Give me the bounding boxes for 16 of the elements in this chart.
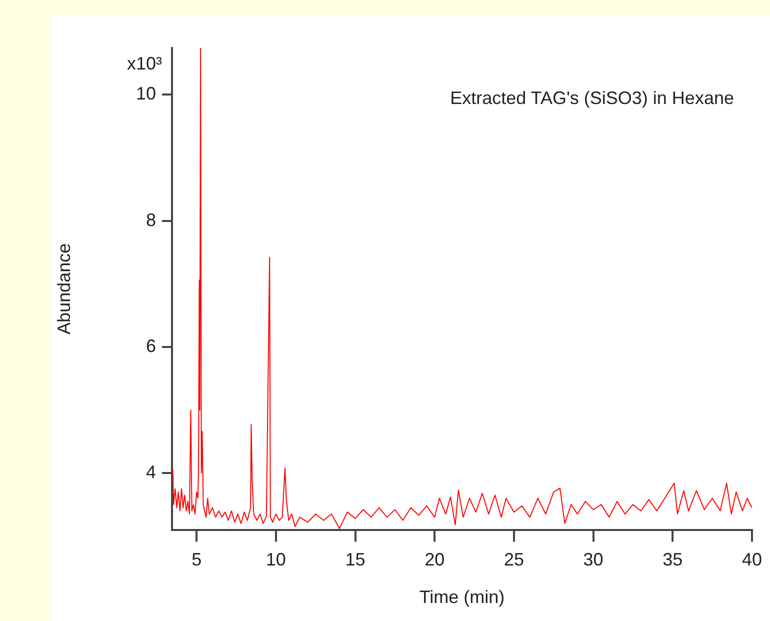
x-tick-label: 35 xyxy=(662,550,683,570)
text: Extracted TAG's (SiSO3) in Hexane xyxy=(450,88,734,108)
x-tick-label: 10 xyxy=(266,550,286,570)
x-tick-label: 5 xyxy=(192,550,202,570)
x-tick-label: 25 xyxy=(504,550,524,570)
x-tick-label: 30 xyxy=(583,550,604,570)
text: x10³ xyxy=(126,54,162,74)
y-tick-label: 6 xyxy=(146,336,156,356)
x-tick-label: 40 xyxy=(742,550,762,570)
y-tick-label: 8 xyxy=(146,210,156,230)
y-tick-label: 10 xyxy=(136,84,156,104)
x-tick-label: 15 xyxy=(345,550,366,570)
y-axis-title: Abundance xyxy=(54,243,74,334)
y-tick-label: 4 xyxy=(146,462,156,482)
x-axis-title: Time (min) xyxy=(419,587,505,608)
x-tick-label: 20 xyxy=(424,550,445,570)
